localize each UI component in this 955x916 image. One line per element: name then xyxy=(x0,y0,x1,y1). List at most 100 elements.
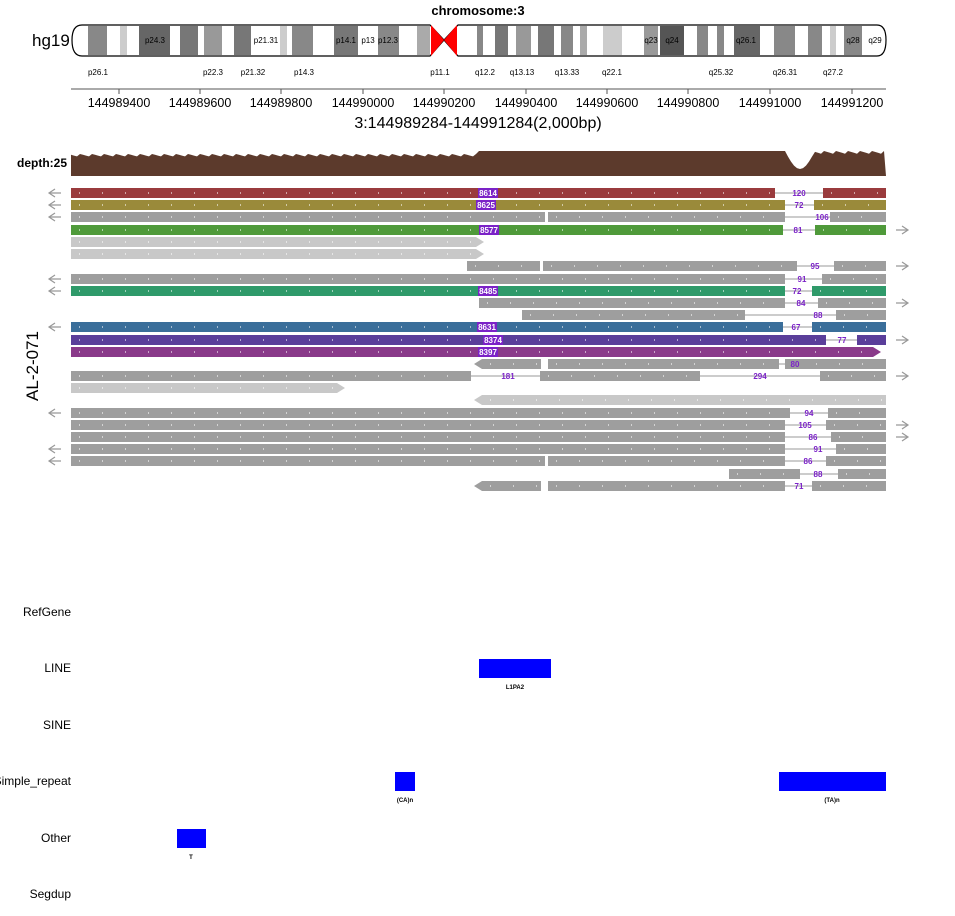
mismatch-tick xyxy=(470,412,471,414)
axis-tick-label: 144990800 xyxy=(657,96,720,110)
read-count-badge xyxy=(479,225,499,235)
mismatch-tick xyxy=(740,485,741,487)
mismatch-tick xyxy=(828,375,829,377)
mismatch-tick xyxy=(125,204,126,206)
mismatch-tick xyxy=(263,339,264,341)
mismatch-tick xyxy=(217,351,218,353)
ideogram-band xyxy=(717,26,724,55)
mismatch-tick xyxy=(792,339,793,341)
mismatch-tick xyxy=(240,339,241,341)
mismatch-tick xyxy=(843,485,844,487)
mismatch-tick xyxy=(470,436,471,438)
track-label-simple-repeat: Simple_repeat xyxy=(0,774,72,788)
mismatch-tick xyxy=(835,399,836,401)
mismatch-tick xyxy=(839,363,840,365)
mismatch-tick xyxy=(148,375,149,377)
mismatch-tick xyxy=(148,326,149,328)
mismatch-tick xyxy=(102,351,103,353)
mismatch-tick xyxy=(769,412,770,414)
mismatch-tick xyxy=(516,436,517,438)
axis-tick-label: 144991200 xyxy=(821,96,884,110)
mismatch-tick xyxy=(125,339,126,341)
mismatch-tick xyxy=(723,290,724,292)
mismatch-tick xyxy=(125,375,126,377)
mismatch-tick xyxy=(194,241,195,243)
mismatch-tick xyxy=(424,204,425,206)
mismatch-tick xyxy=(861,216,862,218)
mismatch-tick xyxy=(677,204,678,206)
mismatch-tick xyxy=(812,399,813,401)
track-label-line: LINE xyxy=(44,661,71,675)
strand-arrow-left xyxy=(47,274,61,284)
mismatch-tick xyxy=(516,290,517,292)
strand-arrow-right xyxy=(896,298,910,308)
insert-size-label: 86 xyxy=(804,457,813,466)
band-label-top: q24 xyxy=(665,36,679,45)
mismatch-tick xyxy=(309,290,310,292)
band-label-top: p12.3 xyxy=(378,36,399,45)
chromosome-title: chromosome:3 xyxy=(431,3,524,18)
mismatch-tick xyxy=(830,278,831,280)
mismatch-tick xyxy=(240,387,241,389)
mismatch-tick xyxy=(617,375,618,377)
mismatch-tick xyxy=(309,387,310,389)
mismatch-tick xyxy=(424,460,425,462)
mismatch-tick xyxy=(240,424,241,426)
mismatch-tick xyxy=(79,460,80,462)
mismatch-tick xyxy=(470,448,471,450)
mismatch-tick xyxy=(602,460,603,462)
mismatch-tick xyxy=(792,351,793,353)
mismatch-tick xyxy=(332,375,333,377)
mismatch-tick xyxy=(763,302,764,304)
axis-tick-label: 144989800 xyxy=(250,96,313,110)
read-magenta xyxy=(71,347,873,357)
mismatch-tick xyxy=(631,424,632,426)
mismatch-tick xyxy=(815,351,816,353)
mismatch-tick xyxy=(585,278,586,280)
strand-arrow-left xyxy=(47,212,61,222)
mismatch-tick xyxy=(401,436,402,438)
mismatch-tick xyxy=(562,192,563,194)
mismatch-tick xyxy=(740,460,741,462)
read-light xyxy=(482,395,886,405)
read-light xyxy=(71,383,337,393)
mismatch-tick xyxy=(263,412,264,414)
mismatch-tick xyxy=(857,424,858,426)
read-segment xyxy=(548,481,785,491)
mismatch-tick xyxy=(79,229,80,231)
mismatch-tick xyxy=(171,278,172,280)
mismatch-tick xyxy=(424,436,425,438)
mismatch-tick xyxy=(309,278,310,280)
mismatch-tick xyxy=(608,448,609,450)
mismatch-tick xyxy=(700,351,701,353)
mismatch-tick xyxy=(631,290,632,292)
band-label-bottom: p14.3 xyxy=(294,68,315,77)
insert-size-label: 105 xyxy=(798,421,812,430)
mismatch-tick xyxy=(844,448,845,450)
mismatch-tick xyxy=(746,351,747,353)
mismatch-tick xyxy=(654,448,655,450)
mismatch-tick xyxy=(263,192,264,194)
mismatch-tick xyxy=(125,253,126,255)
mismatch-tick xyxy=(521,265,522,267)
mismatch-tick xyxy=(853,278,854,280)
mismatch-tick xyxy=(694,216,695,218)
mismatch-tick xyxy=(539,204,540,206)
mismatch-tick xyxy=(355,424,356,426)
mismatch-tick xyxy=(631,436,632,438)
mismatch-tick xyxy=(851,375,852,377)
mismatch-tick xyxy=(700,424,701,426)
mismatch-tick xyxy=(263,204,264,206)
mismatch-tick xyxy=(148,436,149,438)
mismatch-tick xyxy=(579,363,580,365)
track-label-refgene: RefGene xyxy=(23,605,71,619)
mismatch-tick xyxy=(769,326,770,328)
mismatch-tick xyxy=(559,399,560,401)
mismatch-tick xyxy=(493,448,494,450)
ideogram-band xyxy=(280,26,287,55)
mismatch-tick xyxy=(240,460,241,462)
mismatch-tick xyxy=(746,192,747,194)
mismatch-tick xyxy=(694,302,695,304)
mismatch-tick xyxy=(286,326,287,328)
mismatch-tick xyxy=(79,290,80,292)
